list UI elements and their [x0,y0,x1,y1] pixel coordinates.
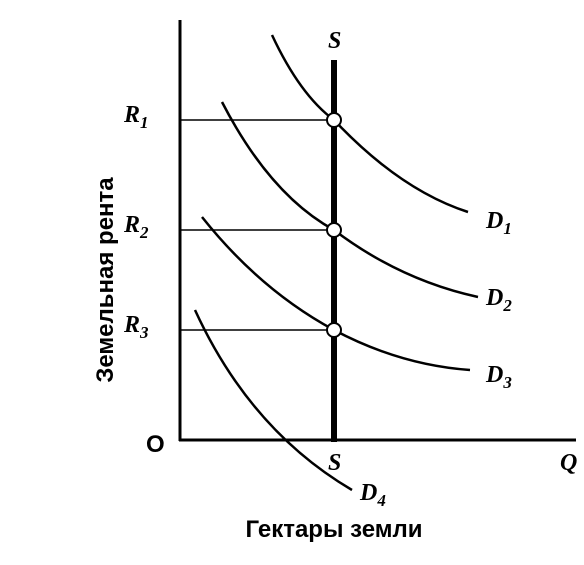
letter: D [485,208,503,234]
q-label: Q [560,450,577,476]
equilibrium-points [326,112,342,338]
subscript: 3 [139,323,149,342]
letter: D [359,480,377,506]
demand-label: D4 [359,480,386,510]
rent-label: R2 [123,212,149,242]
rent-label: R3 [123,312,149,342]
x-axis-label: Гектары земли [245,516,422,543]
subscript: 2 [502,296,512,315]
rent-label: R1 [123,102,149,132]
point [326,322,342,338]
origin-label: O [146,431,165,458]
supply-bottom-label: S [328,450,341,476]
point [326,222,342,238]
letter: R [123,102,140,128]
subscript: 2 [139,223,149,242]
y-axis-label: Земельная рента [92,177,119,383]
demand-label: D2 [485,285,512,315]
rent-lines [180,119,334,331]
demand-label: D3 [485,362,512,392]
subscript: 4 [376,491,386,510]
subscript: 1 [140,113,149,132]
subscript: 3 [502,373,512,392]
supply-top-label: S [328,28,341,54]
demand-curve [270,34,469,214]
point [326,112,342,128]
demand-label: D1 [485,208,512,238]
subscript: 1 [503,219,512,238]
demand-curve [193,309,353,492]
letter: R [123,312,140,338]
letter: D [485,285,503,311]
letter: D [485,362,503,388]
letter: R [123,212,140,238]
